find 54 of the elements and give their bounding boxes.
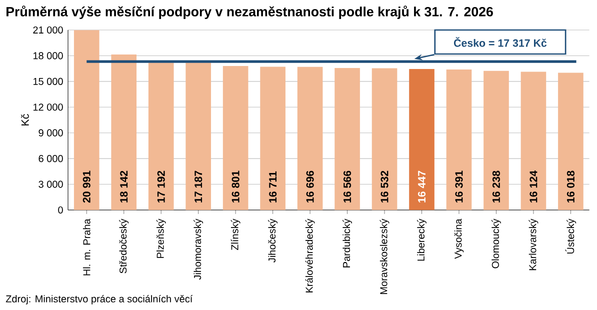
y-axis-title: Kč <box>21 114 29 126</box>
x-tick-label: Jihočeský <box>268 218 278 262</box>
y-tick-label: 12 000 <box>33 104 63 111</box>
bar <box>446 70 472 210</box>
bar <box>111 54 137 210</box>
x-tick-label: Ústecký <box>565 218 576 254</box>
y-tick-label: 0 <box>58 206 63 214</box>
data-label: 16 711 <box>269 171 277 202</box>
data-label: 16 018 <box>566 170 574 202</box>
x-tick-label: Pardubický <box>342 218 352 268</box>
x-tick-label: Olomoucký <box>492 218 501 268</box>
x-tick-label: Středočeský <box>119 218 129 274</box>
chart-title: Průměrná výše měsíční podpory v nezaměstnanosti podle krajů k 31. 7. 2026 <box>6 6 493 20</box>
x-tick-label: Plzeňský <box>156 218 166 258</box>
data-label: 16 447 <box>418 170 426 202</box>
data-label: 16 238 <box>492 170 500 202</box>
data-label: 16 391 <box>455 170 463 202</box>
x-tick-label: Karlovarský <box>528 218 538 270</box>
bar <box>484 70 509 210</box>
x-tick-label: Jihomoravský <box>194 218 204 280</box>
x-tick-label: Vysočina <box>454 218 464 259</box>
x-tick-label: Hl. m. Praha <box>82 218 90 276</box>
bar <box>520 72 546 210</box>
bar <box>297 66 323 210</box>
data-label: 18 142 <box>120 170 128 202</box>
x-tick-label: Královéhradecký <box>305 218 315 292</box>
bar <box>260 66 286 210</box>
bar <box>222 66 248 210</box>
y-tick-label: 9 000 <box>38 129 63 136</box>
data-label: 17 187 <box>194 170 202 202</box>
data-label: 17 192 <box>157 170 165 202</box>
x-tick-label: Zlínský <box>230 218 240 250</box>
bar <box>74 30 100 210</box>
y-tick-label: 6 000 <box>38 155 63 162</box>
x-tick-label: Liberecký <box>417 218 426 261</box>
bar <box>409 69 434 210</box>
bar <box>148 62 174 210</box>
y-tick-label: 21 000 <box>33 26 63 34</box>
data-label: 20 991 <box>82 170 90 203</box>
bar <box>558 72 584 210</box>
bar <box>186 62 211 210</box>
bar <box>334 68 360 210</box>
y-tick-label: 15 000 <box>33 78 63 85</box>
data-label: 16 696 <box>306 170 314 202</box>
text: Zdroj: Ministerstvo práce a sociálních věcí <box>6 294 193 304</box>
ref-line-label: Česko = 17 317 Kč <box>454 37 547 47</box>
bar <box>372 68 398 210</box>
y-tick-label: 3 000 <box>38 180 63 188</box>
x-tick-label: Moravskoslezský <box>380 218 390 294</box>
data-label: 16 801 <box>232 170 240 202</box>
data-label: 16 566 <box>344 170 352 202</box>
data-label: 16 532 <box>380 170 388 202</box>
data-label: 16 124 <box>530 170 538 202</box>
y-tick-label: 18 000 <box>33 52 63 60</box>
